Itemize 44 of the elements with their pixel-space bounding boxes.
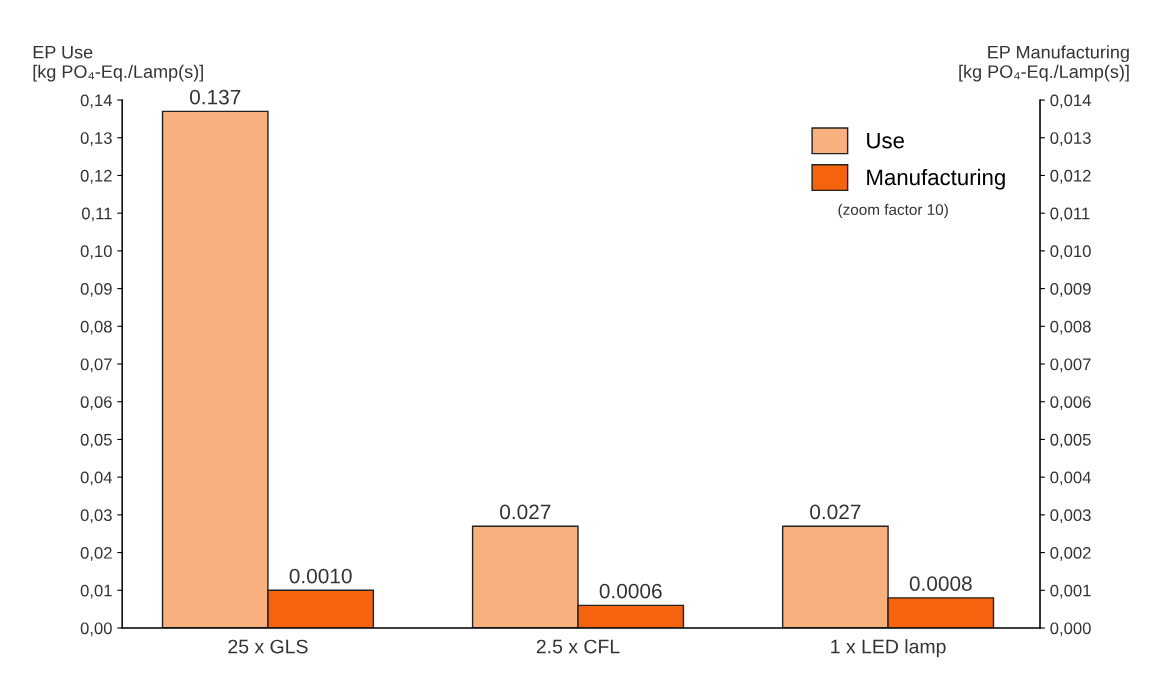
y2-tick-label: 0,002 bbox=[1050, 546, 1091, 561]
legend-label: Manufacturing bbox=[867, 168, 1005, 190]
legend-label: Use bbox=[867, 132, 904, 149]
y-tick-label: 0,07 bbox=[80, 358, 112, 373]
data-label: 0.0008 bbox=[909, 576, 972, 591]
y-tick-label: 0,09 bbox=[80, 283, 112, 297]
y2-tick-label: 0,008 bbox=[1050, 320, 1091, 335]
y2-tick-label: 0,007 bbox=[1050, 358, 1091, 373]
y2-tick-label: 0,000 bbox=[1050, 622, 1091, 637]
y-axis-title: EP Use [kg PO₄-Eq./Lamp(s)] bbox=[33, 45, 203, 82]
y-tick-label: 0,10 bbox=[80, 245, 112, 260]
y-tick-label: 0,11 bbox=[81, 207, 112, 222]
y-tick-label: 0,04 bbox=[80, 471, 113, 486]
y-tick-label: 0,06 bbox=[80, 396, 112, 410]
y-tick-label: 0,12 bbox=[80, 169, 112, 184]
x-tick-label: 25 x GLS bbox=[228, 639, 308, 654]
y-tick-label: 0,08 bbox=[80, 320, 112, 335]
y2-tick-label: 0,013 bbox=[1050, 132, 1091, 146]
annotation: (zoom factor 10) bbox=[838, 203, 948, 219]
y2-tick-label: 0,012 bbox=[1050, 169, 1091, 184]
y-tick-label: 0,02 bbox=[80, 546, 112, 561]
y-tick-label: 0,00 bbox=[80, 622, 112, 637]
y2-tick-label: 0,004 bbox=[1050, 471, 1091, 486]
y2-tick-label: 0,010 bbox=[1050, 245, 1091, 260]
y2-tick-label: 0,014 bbox=[1050, 94, 1091, 109]
data-label: 0.137 bbox=[189, 89, 241, 105]
data-label: 0.027 bbox=[810, 504, 861, 520]
y2-tick-label: 0,005 bbox=[1050, 433, 1091, 448]
y-tick-label: 0,14 bbox=[80, 94, 113, 109]
data-label: 0.0006 bbox=[599, 583, 662, 599]
x-tick-label: 2.5 x CFL bbox=[536, 639, 620, 654]
y2-tick-label: 0,001 bbox=[1050, 584, 1091, 599]
y-tick-label: 0,05 bbox=[80, 433, 112, 448]
x-tick-label: 1 x LED lamp bbox=[831, 639, 946, 658]
y2-tick-label: 0,003 bbox=[1050, 509, 1091, 524]
y2-tick-label: 0,006 bbox=[1050, 396, 1091, 410]
y2-axis-title: EP Manufacturing [kg PO₄-Eq./Lamp(s)] bbox=[959, 45, 1129, 82]
data-label: 0.0010 bbox=[289, 568, 352, 584]
y2-tick-label: 0,011 bbox=[1050, 207, 1090, 222]
y-tick-label: 0,01 bbox=[80, 584, 112, 599]
y2-tick-label: 0,009 bbox=[1050, 283, 1091, 297]
data-label: 0.027 bbox=[500, 504, 551, 520]
y-tick-label: 0,03 bbox=[80, 509, 112, 524]
y-tick-label: 0,13 bbox=[80, 132, 112, 146]
